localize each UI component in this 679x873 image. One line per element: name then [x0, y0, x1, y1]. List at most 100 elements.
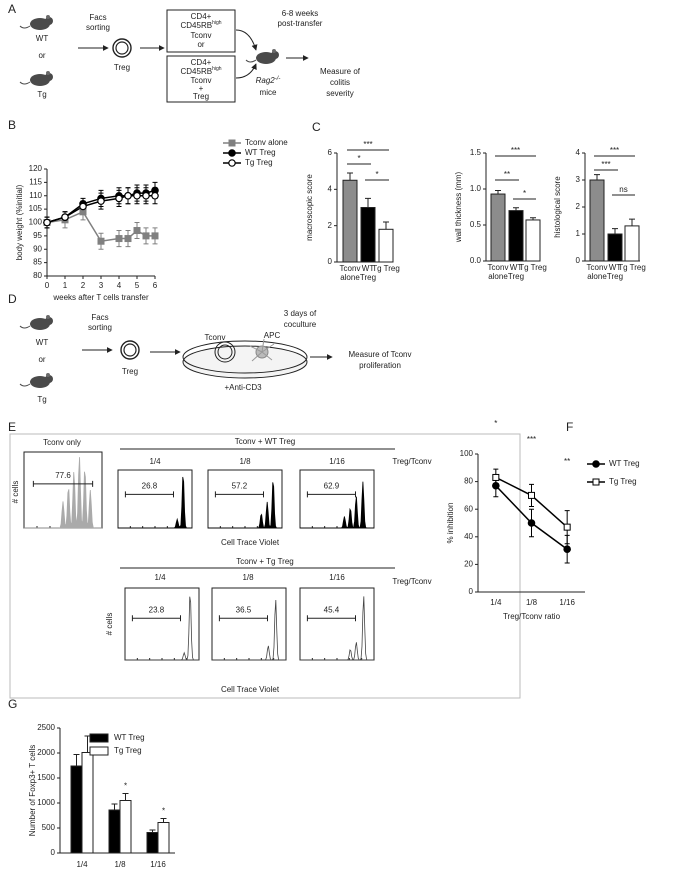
bar	[70, 765, 83, 854]
bar	[490, 193, 506, 262]
error-bar	[111, 803, 118, 810]
panel-label: C	[312, 120, 321, 134]
y-tick-label: 100	[29, 218, 43, 227]
y-tick-label: 4	[328, 184, 333, 193]
x-tick-label: Tconv alone	[487, 263, 509, 281]
error-bar	[495, 189, 501, 195]
marker	[97, 197, 105, 205]
y-tick-label: 1500	[37, 773, 55, 782]
mouse-icon	[245, 48, 280, 65]
y-tick-label: 3	[576, 175, 581, 184]
box-text: CD4+	[191, 58, 212, 67]
x-tick-label-box: Tg Treg	[618, 263, 646, 272]
marker	[133, 227, 141, 235]
y-tick-label: 0	[469, 587, 474, 596]
marker	[133, 191, 141, 200]
significance: ***	[527, 435, 536, 444]
x-tick-label: WT Treg	[507, 263, 525, 281]
x-tick-label: 1/16	[559, 598, 575, 607]
x-tick-label-box: Tconv alone	[487, 263, 509, 281]
x-tick-label-box: WT Treg	[607, 263, 623, 281]
x-tick-label-box: Tconv alone	[340, 264, 361, 282]
dish	[182, 340, 308, 374]
histogram	[24, 457, 102, 529]
treg-icon	[112, 38, 132, 58]
bar	[624, 225, 640, 262]
error-bar	[612, 228, 618, 234]
error-bar	[365, 197, 371, 208]
bar	[589, 179, 605, 262]
box-text: CD45RBhigh	[180, 20, 221, 30]
time-label: 6-8 weeks	[282, 9, 318, 18]
significance: ns	[619, 185, 627, 194]
gate-value: 57.2	[232, 481, 248, 490]
significance: ***	[363, 140, 372, 149]
legend-label: Tg Treg	[609, 477, 637, 486]
recipient-label: mice	[260, 88, 277, 97]
significance: **	[504, 170, 510, 179]
y-tick-label: 1	[576, 229, 581, 238]
marker	[492, 481, 500, 490]
histogram	[118, 476, 192, 529]
x-tick-label-box: WT Treg	[507, 263, 525, 281]
superscript: high	[212, 66, 222, 72]
x-tick-label: Tg Treg	[618, 263, 646, 272]
y-tick-label: 2	[328, 221, 333, 230]
ratio-label: 1/4	[154, 573, 166, 582]
error-bar	[594, 174, 600, 180]
y-tick-label: 115	[29, 177, 42, 186]
y-tick-label: 85	[33, 258, 42, 267]
time-label: post-transfer	[278, 19, 323, 28]
bar	[508, 210, 524, 262]
y-axis-label: wall thickness (mm)	[454, 172, 463, 244]
significance: ***	[601, 160, 610, 169]
x-tick-label-box: Tg Treg	[519, 263, 547, 272]
or-label: or	[38, 355, 45, 364]
y-tick-label: 0	[51, 848, 56, 857]
step-label: Facs	[89, 13, 106, 22]
cell-label: Tconv	[205, 333, 226, 342]
box-text: CD45RB	[180, 67, 212, 76]
legend-label: Tg Treg	[245, 158, 273, 167]
box-text: CD45RB	[180, 21, 212, 30]
significance: *	[375, 170, 378, 179]
row-title: Tconv + Tg Treg	[236, 557, 293, 566]
significance: *	[124, 782, 127, 791]
x-tick-label: 2	[81, 281, 86, 290]
gate-value: 36.5	[236, 605, 252, 614]
x-tick-label-box: Tg Treg	[372, 264, 400, 273]
significance: ***	[610, 146, 619, 155]
marker	[97, 237, 105, 245]
panel-d: WT or Tg Facs sorting Treg Tconv APC 3 d…	[19, 309, 412, 404]
marker	[228, 139, 236, 147]
gate	[124, 491, 174, 498]
y-axis-label: body weight (%initial)	[15, 184, 24, 260]
ratio-label: 1/16	[329, 457, 345, 466]
y-axis-label: histological score	[553, 176, 562, 238]
gate-value: 77.6	[55, 471, 71, 480]
significance: ***	[511, 146, 520, 155]
marker	[228, 159, 236, 167]
strain-label: Tg	[37, 90, 46, 99]
y-tick-label: 2000	[37, 748, 55, 757]
histogram	[212, 599, 286, 661]
y-tick-label: 80	[33, 271, 42, 280]
x-tick-label: 1/8	[526, 598, 538, 607]
y-tick-label: 100	[460, 449, 474, 458]
x-tick-label: 6	[153, 281, 158, 290]
marker	[563, 523, 571, 531]
y-tick-label: 0	[328, 257, 333, 266]
y-tick-label: 105	[29, 204, 43, 213]
panel-label: B	[8, 118, 16, 132]
y-tick-label: 6	[328, 148, 333, 157]
marker	[592, 460, 600, 468]
gate	[306, 491, 356, 498]
marker	[228, 149, 236, 157]
step-label: Facs	[91, 313, 108, 322]
panel-label: D	[8, 292, 17, 306]
legend-swatch	[89, 733, 109, 743]
bar	[108, 809, 121, 854]
x-axis-label: Treg/Tconv ratio	[503, 612, 561, 621]
box-text: +	[199, 84, 204, 93]
